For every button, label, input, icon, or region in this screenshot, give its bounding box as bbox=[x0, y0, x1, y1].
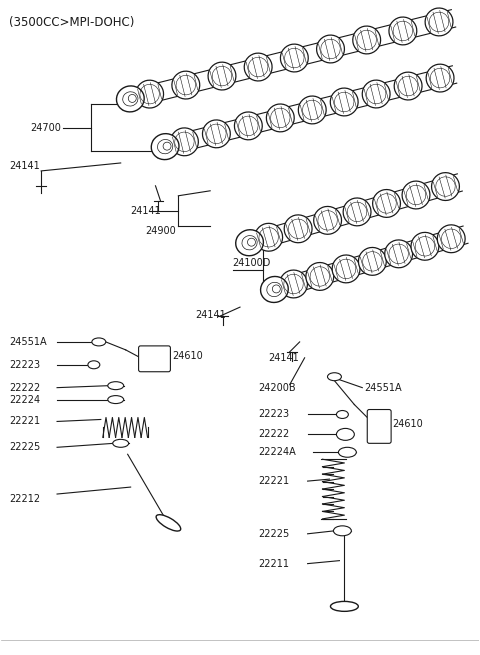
Text: 24900: 24900 bbox=[145, 225, 176, 236]
Ellipse shape bbox=[432, 173, 459, 200]
Ellipse shape bbox=[156, 515, 181, 531]
Ellipse shape bbox=[280, 44, 308, 72]
Ellipse shape bbox=[336, 428, 354, 440]
Ellipse shape bbox=[330, 601, 358, 611]
Ellipse shape bbox=[353, 26, 381, 54]
Ellipse shape bbox=[332, 255, 360, 283]
Ellipse shape bbox=[151, 134, 179, 160]
Ellipse shape bbox=[425, 8, 453, 36]
Ellipse shape bbox=[306, 263, 334, 290]
Ellipse shape bbox=[330, 88, 358, 116]
Ellipse shape bbox=[117, 86, 144, 112]
Ellipse shape bbox=[389, 17, 417, 45]
Ellipse shape bbox=[402, 181, 430, 209]
Ellipse shape bbox=[255, 223, 283, 251]
Polygon shape bbox=[153, 66, 456, 158]
Ellipse shape bbox=[108, 396, 124, 403]
FancyBboxPatch shape bbox=[367, 409, 391, 443]
Ellipse shape bbox=[334, 526, 351, 536]
Ellipse shape bbox=[280, 270, 308, 298]
Text: 24551A: 24551A bbox=[9, 337, 47, 347]
Ellipse shape bbox=[343, 198, 371, 226]
Text: 22225: 22225 bbox=[9, 442, 41, 453]
Ellipse shape bbox=[92, 338, 106, 346]
Text: 22224A: 22224A bbox=[258, 447, 296, 457]
Ellipse shape bbox=[426, 64, 454, 92]
Ellipse shape bbox=[394, 72, 422, 100]
Ellipse shape bbox=[411, 233, 439, 260]
Text: 24700: 24700 bbox=[30, 123, 61, 133]
Text: 22211: 22211 bbox=[258, 559, 289, 569]
Polygon shape bbox=[263, 226, 468, 301]
Ellipse shape bbox=[314, 206, 342, 234]
Polygon shape bbox=[238, 174, 462, 254]
Ellipse shape bbox=[172, 71, 200, 99]
Ellipse shape bbox=[362, 80, 390, 108]
Text: 22225: 22225 bbox=[258, 529, 289, 539]
Text: 22223: 22223 bbox=[258, 409, 289, 419]
Ellipse shape bbox=[170, 128, 198, 156]
Text: 24610: 24610 bbox=[172, 351, 203, 361]
FancyBboxPatch shape bbox=[139, 346, 170, 372]
Text: 24141: 24141 bbox=[131, 206, 161, 215]
Text: 22212: 22212 bbox=[9, 494, 40, 504]
Text: 24141: 24141 bbox=[268, 353, 299, 363]
Text: 22223: 22223 bbox=[9, 360, 40, 370]
Polygon shape bbox=[119, 10, 456, 110]
Ellipse shape bbox=[234, 112, 262, 140]
Text: 24200B: 24200B bbox=[258, 383, 296, 392]
Ellipse shape bbox=[338, 447, 356, 457]
Ellipse shape bbox=[108, 382, 124, 390]
Text: 22224: 22224 bbox=[9, 394, 40, 405]
Ellipse shape bbox=[261, 276, 288, 303]
Text: 22222: 22222 bbox=[258, 430, 289, 440]
Ellipse shape bbox=[385, 240, 413, 268]
Ellipse shape bbox=[372, 189, 400, 217]
Ellipse shape bbox=[136, 80, 164, 108]
Ellipse shape bbox=[244, 53, 272, 81]
Text: 24141: 24141 bbox=[9, 161, 40, 171]
Ellipse shape bbox=[359, 248, 386, 275]
Text: 22221: 22221 bbox=[258, 476, 289, 486]
Ellipse shape bbox=[437, 225, 465, 253]
Ellipse shape bbox=[336, 411, 348, 419]
Ellipse shape bbox=[88, 361, 100, 369]
Ellipse shape bbox=[208, 62, 236, 90]
Text: 24610: 24610 bbox=[392, 419, 423, 430]
Text: (3500CC>MPI-DOHC): (3500CC>MPI-DOHC) bbox=[9, 16, 135, 29]
Text: 22222: 22222 bbox=[9, 383, 41, 392]
Ellipse shape bbox=[317, 35, 345, 63]
Text: 24141: 24141 bbox=[195, 310, 226, 320]
Ellipse shape bbox=[327, 373, 341, 381]
Text: 24100D: 24100D bbox=[232, 258, 270, 269]
Text: 22221: 22221 bbox=[9, 417, 40, 426]
Ellipse shape bbox=[299, 96, 326, 124]
Ellipse shape bbox=[203, 120, 230, 148]
Ellipse shape bbox=[113, 440, 129, 447]
Text: 24551A: 24551A bbox=[364, 383, 402, 392]
Ellipse shape bbox=[236, 230, 264, 255]
Ellipse shape bbox=[266, 104, 294, 132]
Ellipse shape bbox=[284, 215, 312, 243]
